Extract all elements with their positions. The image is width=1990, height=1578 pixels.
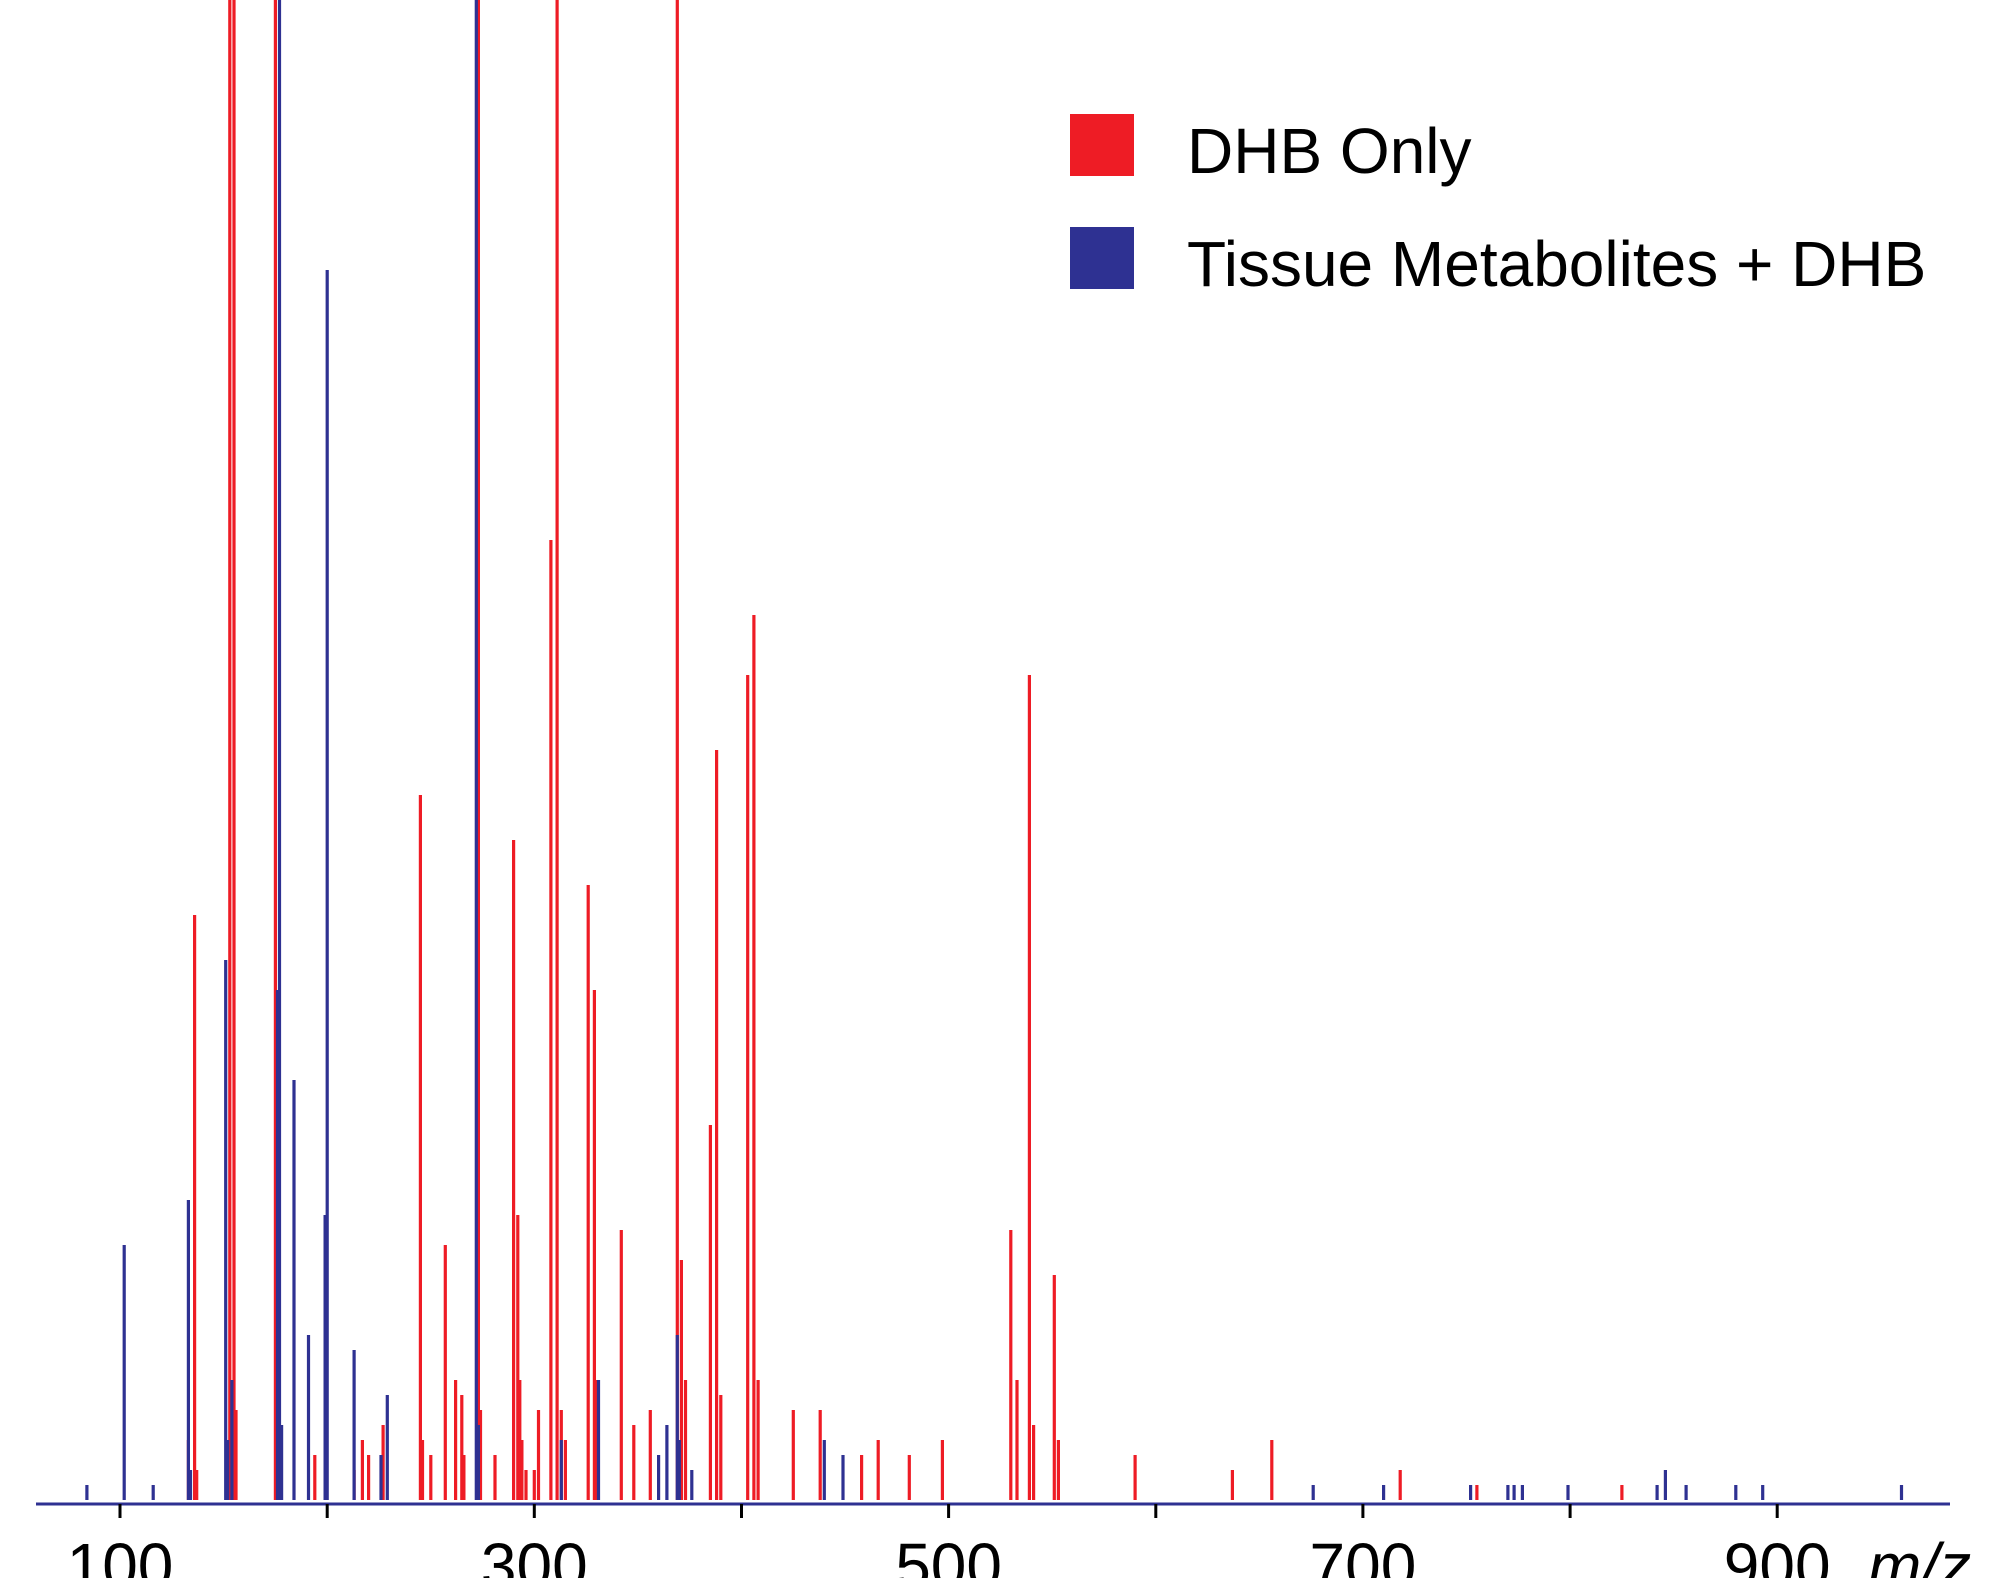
x-axis-ticks (118, 1504, 1779, 1518)
legend-swatch-tissue-metabolites (1070, 227, 1134, 289)
x-axis-unit-label: m/z (1868, 1530, 1971, 1578)
plot-area: 100 300 500 700 900 m/z (36, 0, 1971, 1578)
series-tissue-metabolites-dhb (85, 0, 1904, 1500)
legend-swatch-dhb-only (1070, 114, 1134, 176)
x-tick-label: 100 (67, 1530, 174, 1578)
series-dhb-only (186, 0, 1624, 1500)
legend-label-tissue-metabolites: Tissue Metabolites + DHB (1187, 228, 1926, 300)
legend: DHB Only Tissue Metabolites + DHB (1070, 114, 1926, 300)
spectrum-series (85, 0, 1904, 1500)
x-tick-label: 500 (895, 1530, 1002, 1578)
x-axis-tick-labels: 100 300 500 700 900 (67, 1530, 1831, 1578)
x-tick-label: 900 (1724, 1530, 1831, 1578)
x-tick-label: 300 (481, 1530, 588, 1578)
x-tick-label: 700 (1310, 1530, 1417, 1578)
legend-label-dhb-only: DHB Only (1187, 115, 1472, 187)
